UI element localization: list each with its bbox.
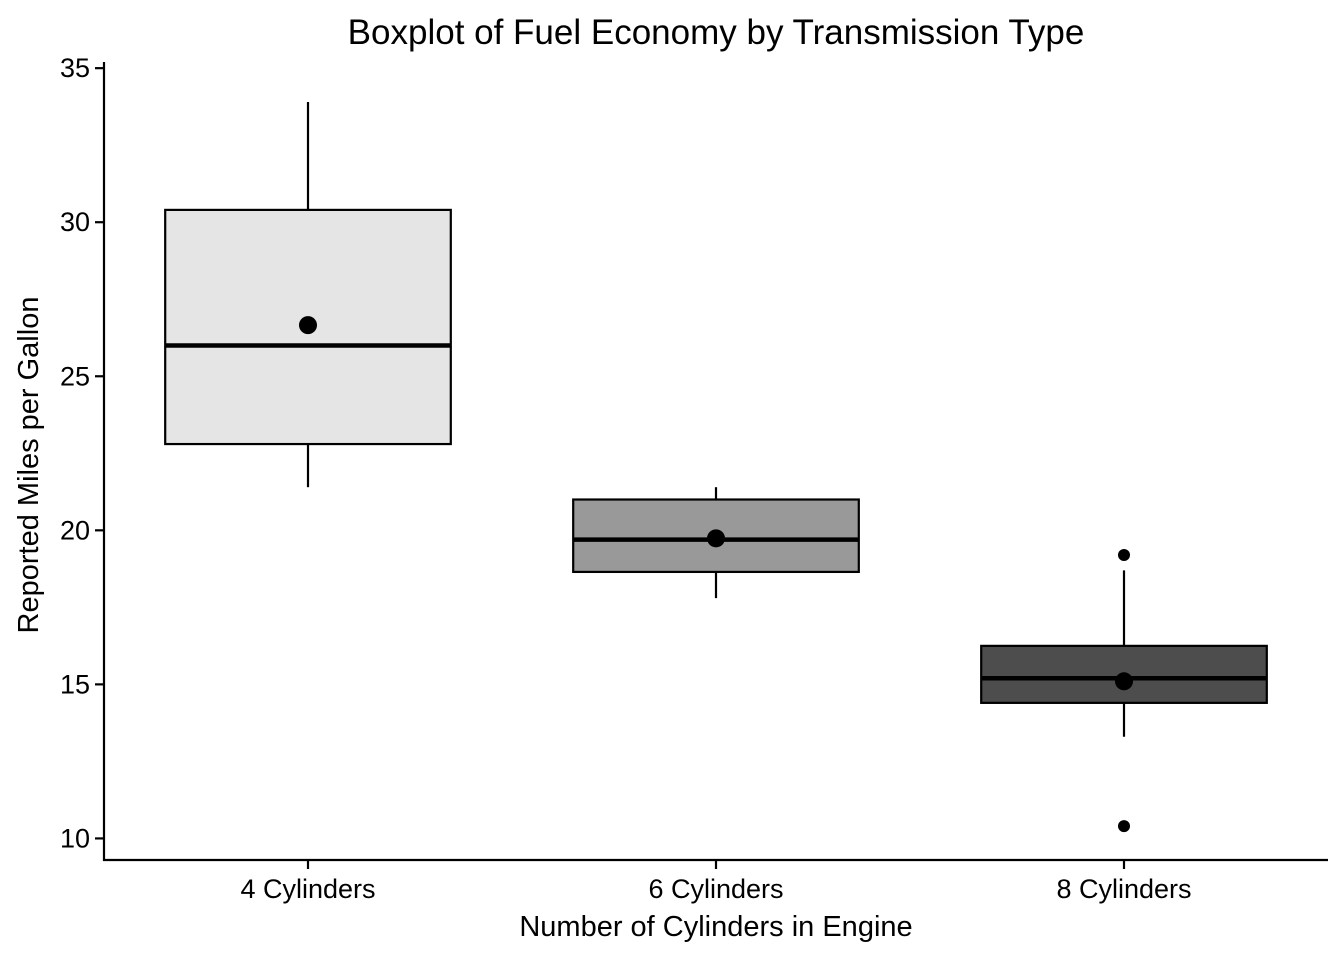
box-group — [572, 487, 860, 599]
outlier-point — [1118, 820, 1130, 833]
boxes — [164, 102, 1268, 833]
y-tick-label: 30 — [60, 207, 90, 237]
outlier-point — [1118, 548, 1130, 561]
x-ticks: 4 Cylinders 6 Cylinders 8 Cylinders — [240, 860, 1192, 904]
y-tick-label: 10 — [60, 823, 90, 853]
x-tick-label: 8 Cylinders — [1056, 874, 1191, 904]
y-tick-label: 20 — [60, 515, 90, 545]
chart-title: Boxplot of Fuel Economy by Transmission … — [348, 13, 1085, 52]
mean-point — [299, 316, 317, 335]
box-group — [164, 102, 452, 488]
x-tick-label: 4 Cylinders — [240, 874, 375, 904]
mean-point — [1115, 672, 1133, 691]
x-tick-label: 6 Cylinders — [648, 874, 783, 904]
y-tick-label: 25 — [60, 361, 90, 391]
x-axis-label: Number of Cylinders in Engine — [519, 911, 912, 943]
axes — [102, 62, 1328, 862]
y-tick-label: 35 — [60, 53, 90, 83]
y-ticks: 10 15 20 25 30 35 — [60, 53, 104, 853]
y-axis-label: Reported Miles per Gallon — [13, 297, 45, 634]
y-tick-label: 15 — [60, 669, 90, 699]
box-group — [980, 548, 1268, 833]
mean-point — [707, 529, 725, 548]
